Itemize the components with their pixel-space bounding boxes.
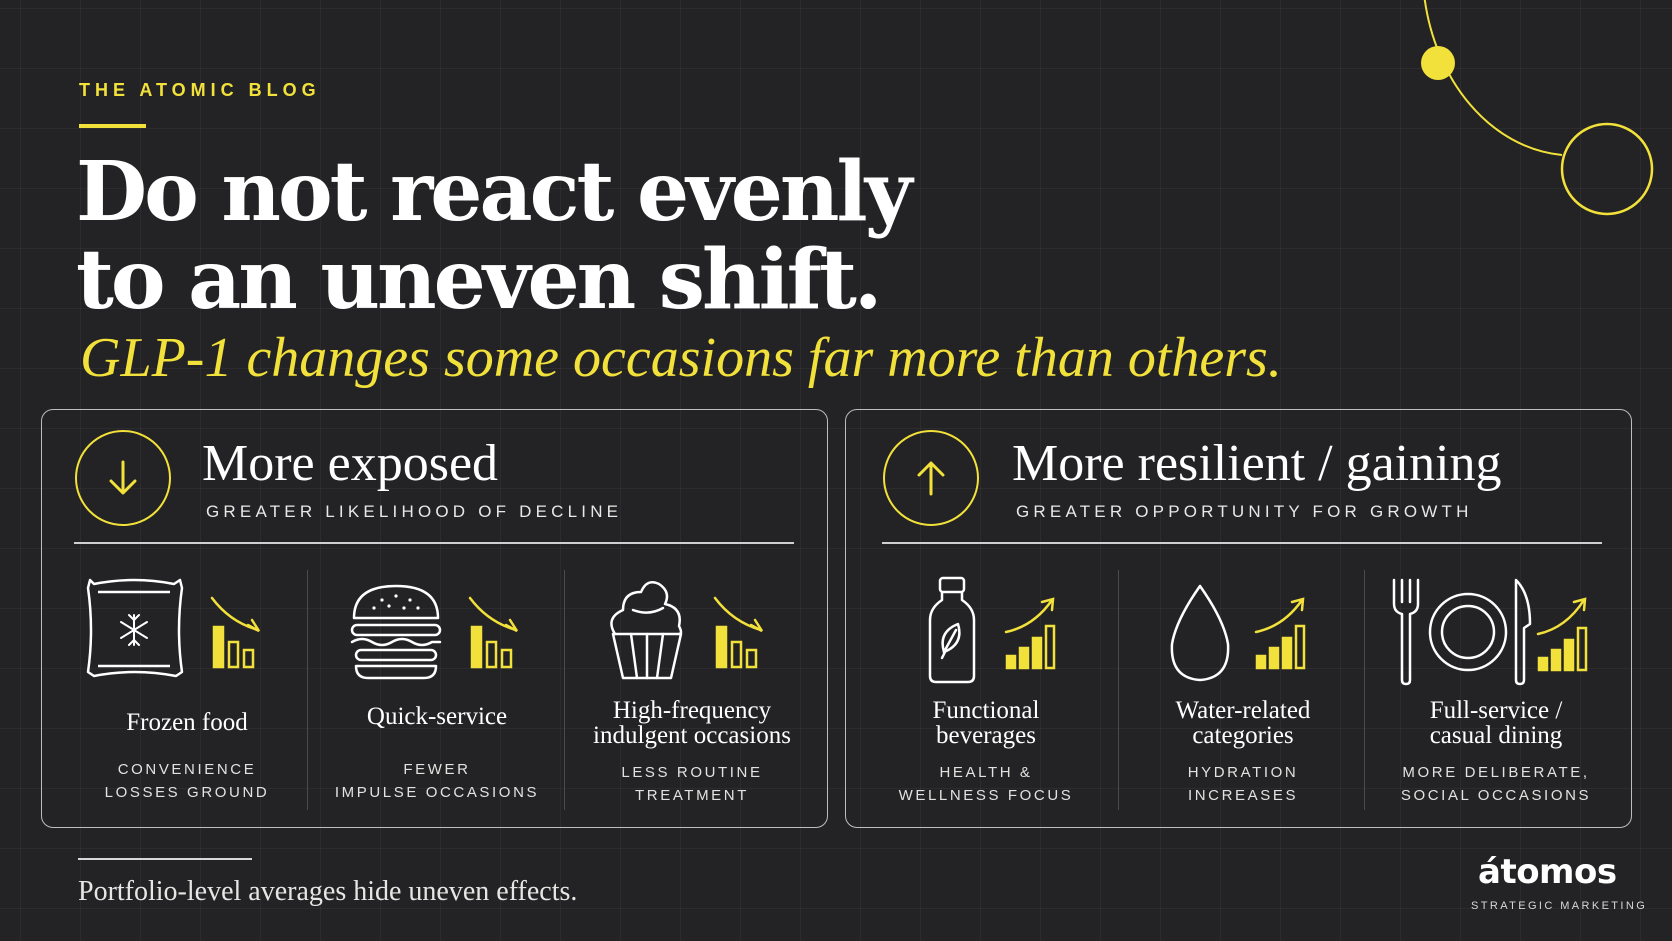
category-description: MORE DELIBERATE, SOCIAL OCCASIONS bbox=[1364, 761, 1628, 807]
description-line-2: WELLNESS FOCUS bbox=[898, 787, 1074, 804]
category-water-related: Water-related categories HYDRATION INCRE… bbox=[1118, 570, 1368, 810]
category-frozen-food: Frozen food CONVENIENCE LOSSES GROUND bbox=[62, 570, 312, 810]
title-line-1: Full-service / bbox=[1429, 697, 1563, 724]
panel-more-resilient: More resilient / gaining GREATER OPPORTU… bbox=[845, 409, 1632, 828]
water-drop-icon bbox=[1170, 584, 1306, 682]
category-title: Full-service / casual dining bbox=[1364, 698, 1628, 748]
category-title: Functional beverages bbox=[866, 698, 1106, 748]
category-full-service-dining: Full-service / casual dining MORE DELIBE… bbox=[1364, 570, 1628, 810]
description-line-2: SOCIAL OCCASIONS bbox=[1400, 787, 1592, 804]
title-line-2: categories bbox=[1192, 722, 1294, 749]
category-quick-service: Quick-service FEWER IMPULSE OCCASIONS bbox=[310, 570, 564, 810]
category-title: Water-related categories bbox=[1118, 698, 1368, 748]
category-description: CONVENIENCE LOSSES GROUND bbox=[62, 758, 312, 804]
category-title: High-frequency indulgent occasions bbox=[567, 698, 817, 748]
frozen-food-bag-icon bbox=[86, 578, 261, 678]
category-functional-beverages: Functional beverages HEALTH & WELLNESS F… bbox=[866, 570, 1106, 810]
title-line-1: Functional bbox=[932, 697, 1040, 724]
panel-more-exposed: More exposed GREATER LIKELIHOOD OF DECLI… bbox=[41, 409, 828, 828]
category-description: HEALTH & WELLNESS FOCUS bbox=[866, 761, 1106, 807]
description-line-1: CONVENIENCE bbox=[117, 761, 257, 778]
description-line-2: LOSSES GROUND bbox=[104, 784, 270, 801]
arrow-down-icon bbox=[75, 430, 171, 526]
description-line-1: LESS ROUTINE bbox=[621, 764, 763, 781]
category-title: Quick-service bbox=[366, 703, 508, 730]
cupcake-icon bbox=[610, 581, 764, 680]
blog-label: THE ATOMIC BLOG bbox=[79, 80, 321, 100]
panel-title: More resilient / gaining bbox=[1012, 435, 1502, 492]
description-line-2: INCREASES bbox=[1187, 787, 1299, 804]
category-title: Frozen food bbox=[126, 709, 248, 736]
category-description: FEWER IMPULSE OCCASIONS bbox=[310, 758, 564, 804]
description-line-2: IMPULSE OCCASIONS bbox=[334, 784, 540, 801]
footer-note: Portfolio-level averages hide uneven eff… bbox=[78, 876, 578, 907]
panel-divider bbox=[74, 542, 794, 544]
description-line-2: TREATMENT bbox=[635, 787, 749, 804]
headline-line-1: Do not react evenly bbox=[76, 144, 912, 240]
column-divider bbox=[564, 570, 565, 810]
description-line-1: FEWER bbox=[403, 761, 471, 778]
panel-subtitle: GREATER LIKELIHOOD OF DECLINE bbox=[206, 502, 623, 521]
description-line-1: MORE DELIBERATE, bbox=[1402, 764, 1590, 781]
title-line-2: indulgent occasions bbox=[593, 722, 791, 749]
brand-logo: átomos bbox=[1478, 852, 1617, 892]
description-line-1: HYDRATION bbox=[1187, 764, 1299, 781]
headline: Do not react evenly to an uneven shift. bbox=[76, 148, 1076, 324]
title-line-1: High-frequency bbox=[612, 697, 772, 724]
footer-divider bbox=[78, 858, 252, 860]
panel-subtitle: GREATER OPPORTUNITY FOR GROWTH bbox=[1016, 502, 1473, 521]
bottle-leaf-icon bbox=[928, 576, 1056, 684]
column-divider bbox=[307, 570, 308, 810]
panel-title: More exposed bbox=[202, 435, 499, 492]
panel-divider bbox=[882, 542, 1602, 544]
brand-tagline: STRATEGIC MARKETING bbox=[1471, 900, 1648, 912]
column-divider bbox=[1118, 570, 1119, 810]
orbit-decoration-icon bbox=[1421, 0, 1654, 216]
description-line-1: HEALTH & bbox=[939, 764, 1033, 781]
category-indulgent-occasions: High-frequency indulgent occasions LESS … bbox=[567, 570, 817, 810]
column-divider bbox=[1364, 570, 1365, 810]
headline-line-2: to an uneven shift. bbox=[76, 232, 882, 328]
category-description: LESS ROUTINE TREATMENT bbox=[567, 761, 817, 807]
category-description: HYDRATION INCREASES bbox=[1118, 761, 1368, 807]
fork-plate-knife-icon bbox=[1392, 578, 1588, 686]
title-line-2: beverages bbox=[936, 722, 1036, 749]
arrow-up-icon bbox=[883, 430, 979, 526]
blog-label-underline bbox=[79, 124, 146, 128]
title-line-1: Water-related bbox=[1175, 697, 1311, 724]
subheadline: GLP-1 changes some occasions far more th… bbox=[80, 327, 1282, 389]
burger-icon bbox=[350, 584, 519, 680]
title-line-2: casual dining bbox=[1429, 722, 1563, 749]
